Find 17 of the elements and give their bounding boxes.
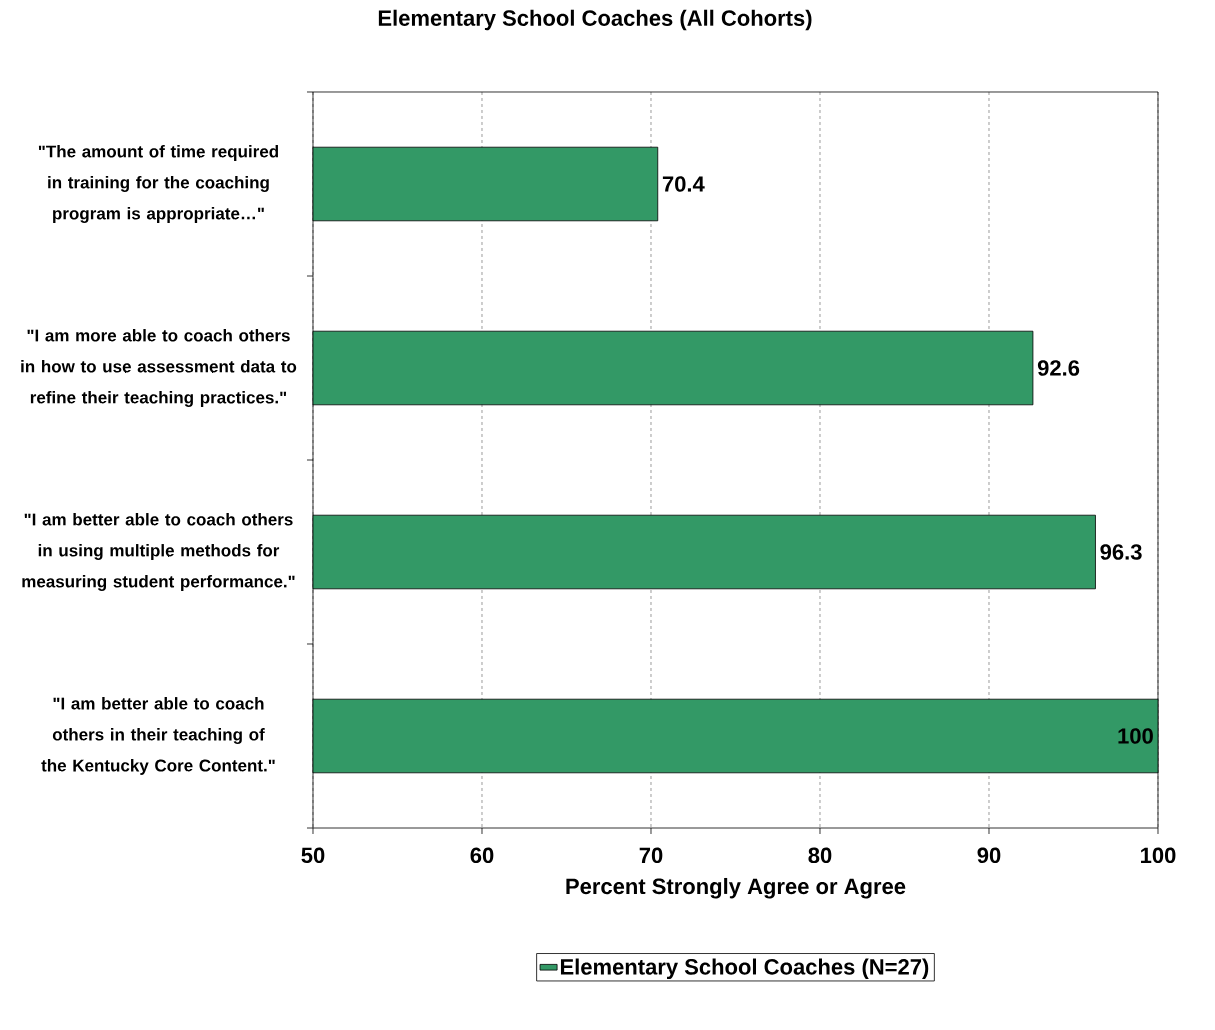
x-tick-label: 90 xyxy=(977,847,1001,864)
data-label: 70.4 xyxy=(662,176,705,192)
data-label: 96.3 xyxy=(1100,544,1142,560)
chart-title: Elementary School Coaches (All Cohorts) xyxy=(378,9,812,31)
y-tick-label: "I am more able to coach others in how to use assessment data to refine their teaching practices." xyxy=(21,329,297,407)
legend-label: Elementary School Coaches (N=27) xyxy=(560,958,929,980)
y-tick-label: "I am better able to coach others in their teaching of the Kentucky Core Content." xyxy=(41,697,275,775)
x-tick-label: 60 xyxy=(470,847,494,864)
x-tick-label: 100 xyxy=(1141,847,1176,864)
x-tick-label: 80 xyxy=(808,847,832,864)
data-label: 92.6 xyxy=(1037,360,1080,376)
data-label: 100 xyxy=(1118,728,1153,744)
x-tick-label: 70 xyxy=(639,847,663,864)
x-axis-title: Percent Strongly Agree or Agree xyxy=(566,877,906,899)
y-tick-label: "I am better able to coach others in using multiple methods for measuring student performance." xyxy=(22,513,295,591)
y-tick-label: "The amount of time required in training for the coaching program is appropriate…" xyxy=(38,145,279,223)
x-tick-label: 50 xyxy=(301,847,325,864)
